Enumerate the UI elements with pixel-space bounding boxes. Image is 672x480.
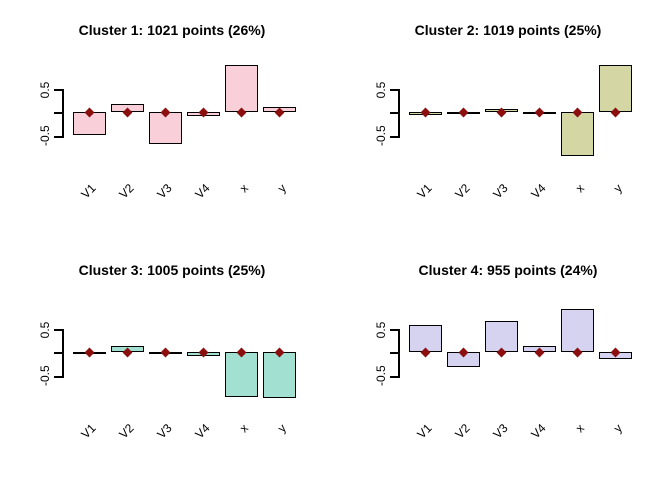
cluster-4-panel: Cluster 4: 955 points (24%) 0.5 -0.5 V1 V2 V…	[336, 240, 672, 480]
cluster-3-plot: 0.5 -0.5 V1 V2 V3 V4 x y	[0, 240, 336, 480]
mean-marker-V1	[84, 347, 95, 357]
x-axis-label-x: x	[236, 181, 251, 196]
bar-x	[561, 112, 594, 157]
cluster-4-title: Cluster 4: 955 points (24%)	[418, 262, 598, 278]
x-axis-label-V1: V1	[78, 421, 99, 442]
y-axis-tick	[390, 135, 398, 138]
y-axis-line	[62, 88, 64, 138]
x-axis-label-x: x	[236, 421, 251, 436]
x-axis-label-V2: V2	[452, 181, 473, 202]
mean-marker-V3	[160, 347, 171, 357]
cluster-3-panel: Cluster 3: 1005 points (25%) 0.5 -0.5 V1 V2…	[0, 240, 336, 480]
bar-x	[561, 308, 594, 352]
x-axis-label-V3: V3	[490, 421, 511, 442]
cluster-4-plot: 0.5 -0.5 V1 V2 V3 V4 x y	[336, 240, 672, 480]
y-axis-tick-label: -0.5	[374, 364, 388, 386]
x-axis-label-y: y	[610, 181, 625, 196]
x-axis-label-V4: V4	[528, 181, 549, 202]
y-axis-tick	[54, 88, 62, 91]
cluster-2-panel: Cluster 2: 1019 points (25%) 0.5 -0.5 V1 V2…	[336, 0, 672, 240]
y-axis-tick	[54, 135, 62, 138]
x-axis-label-V1: V1	[414, 181, 435, 202]
mean-marker-V1	[420, 107, 431, 117]
x-axis-label-V1: V1	[414, 421, 435, 442]
x-axis-label-y: y	[274, 181, 289, 196]
y-axis-tick-label: -0.5	[374, 124, 388, 146]
x-axis-label-V4: V4	[192, 421, 213, 442]
x-axis-label-V3: V3	[490, 181, 511, 202]
x-axis-label-V4: V4	[528, 421, 549, 442]
y-axis-tick-label: -0.5	[38, 364, 52, 386]
y-axis-line	[398, 88, 400, 138]
y-axis-tick-label: 0.5	[38, 81, 52, 98]
cluster-1-plot: 0.5 -0.5 V1 V2 V3 V4 x y	[0, 0, 336, 240]
bar-V1	[409, 324, 442, 352]
x-axis-label-V3: V3	[154, 181, 175, 202]
bar-V3	[149, 112, 182, 144]
x-axis-label-x: x	[572, 421, 587, 436]
x-axis-label-V3: V3	[154, 421, 175, 442]
bar-y	[263, 352, 296, 399]
cluster-3-title: Cluster 3: 1005 points (25%)	[78, 262, 266, 278]
x-axis-label-x: x	[572, 181, 587, 196]
x-axis-label-V2: V2	[452, 421, 473, 442]
x-axis-label-y: y	[274, 421, 289, 436]
y-axis-tick	[54, 328, 62, 331]
bar-y	[599, 65, 632, 112]
y-axis-tick	[54, 352, 62, 354]
cluster-1-title: Cluster 1: 1021 points (26%)	[78, 22, 266, 38]
x-axis-label-V1: V1	[78, 181, 99, 202]
y-axis-tick	[390, 112, 398, 114]
y-axis-tick	[390, 328, 398, 331]
cluster-2-title: Cluster 2: 1019 points (25%)	[414, 22, 602, 38]
y-axis-line	[398, 328, 400, 378]
x-axis-label-V2: V2	[116, 181, 137, 202]
x-axis-label-V2: V2	[116, 421, 137, 442]
mean-marker-V4	[534, 107, 545, 117]
cluster-2-plot: 0.5 -0.5 V1 V2 V3 V4 x y	[336, 0, 672, 240]
y-axis-tick	[54, 375, 62, 378]
mean-marker-V2	[458, 107, 469, 117]
y-axis-line	[62, 328, 64, 378]
y-axis-tick	[54, 112, 62, 114]
x-axis-label-V4: V4	[192, 181, 213, 202]
y-axis-tick-label: -0.5	[38, 124, 52, 146]
x-axis-label-y: y	[610, 421, 625, 436]
y-axis-tick	[390, 88, 398, 91]
y-axis-tick-label: 0.5	[38, 321, 52, 338]
bar-x	[225, 65, 258, 112]
y-axis-tick	[390, 352, 398, 354]
y-axis-tick-label: 0.5	[374, 81, 388, 98]
y-axis-tick-label: 0.5	[374, 321, 388, 338]
y-axis-tick	[390, 375, 398, 378]
cluster-1-panel: Cluster 1: 1021 points (26%) 0.5 -0.5 V1 V2…	[0, 0, 336, 240]
bar-x	[225, 352, 258, 397]
